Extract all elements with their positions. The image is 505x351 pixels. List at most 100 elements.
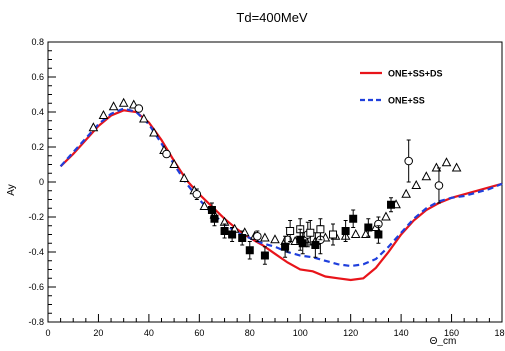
data-point-square-filled <box>210 211 219 227</box>
data-point-triangle-open <box>98 109 109 119</box>
data-point-square-filled <box>311 232 320 258</box>
data-point-triangle-open <box>421 171 432 181</box>
square-marker <box>306 228 315 237</box>
data-point-triangle-open <box>108 101 119 111</box>
filled-square-marker <box>281 242 290 251</box>
y-tick-label: 0 <box>39 177 44 187</box>
data-point-triangle-open <box>431 162 442 172</box>
triangle-marker <box>108 101 119 111</box>
x-tick-label: 100 <box>293 328 308 338</box>
data-point-triangle-open <box>381 211 391 221</box>
y-tick-label: 0.8 <box>31 37 44 47</box>
data-point-circle-open <box>253 230 262 242</box>
x-tick-label: 60 <box>194 328 204 338</box>
data-point-triangle-open <box>169 158 179 168</box>
triangle-marker <box>139 113 149 123</box>
data-point-triangle-open <box>199 200 210 210</box>
square-marker <box>286 227 295 235</box>
plot-frame <box>47 41 503 323</box>
data-point-triangle-open <box>179 172 190 182</box>
triangle-marker <box>88 122 99 132</box>
data-point-triangle-open <box>401 188 411 198</box>
filled-square-marker <box>207 206 216 214</box>
data-point-circle-open <box>134 104 144 113</box>
circle-marker <box>434 181 444 190</box>
x-tick-label: 20 <box>93 328 103 338</box>
triangle-marker <box>149 127 159 137</box>
y-tick-label: -0.2 <box>28 212 44 222</box>
x-tick-label: 0 <box>45 328 50 338</box>
data-point-triangle-open <box>451 162 462 172</box>
filled-square-marker <box>311 241 320 249</box>
data-point-square-filled <box>220 223 229 239</box>
triangle-marker <box>431 162 442 172</box>
filled-square-marker <box>220 227 229 235</box>
circle-marker <box>192 189 202 199</box>
legend-label: ONE+SS+DS <box>388 69 443 79</box>
x-axis-label: Θ_cm <box>430 336 457 346</box>
filled-square-marker <box>210 214 219 223</box>
y-tick-label: -0.8 <box>28 317 44 327</box>
data-point-square-filled <box>387 197 396 213</box>
data-point-circle-open <box>404 139 413 183</box>
x-tick-label: 160 <box>444 328 459 338</box>
filled-square-marker <box>260 251 269 260</box>
filled-square-marker <box>245 246 254 255</box>
data-point-square-filled <box>228 227 237 242</box>
filled-square-marker <box>341 227 350 235</box>
data-point-square-filled <box>298 232 307 255</box>
filled-square-marker <box>387 200 396 209</box>
triangle-marker <box>451 162 462 172</box>
data-point-square-filled <box>260 246 269 265</box>
filled-square-marker <box>298 239 307 248</box>
y-tick-label: 0.6 <box>31 72 44 82</box>
triangle-marker <box>98 109 109 119</box>
triangle-marker <box>401 188 411 198</box>
data-point-square-filled <box>364 218 373 237</box>
data-point-circle-open <box>162 149 171 159</box>
filled-square-marker <box>374 230 383 239</box>
triangle-marker <box>260 232 270 242</box>
triangle-marker <box>118 97 129 107</box>
data-point-square-filled <box>349 209 358 228</box>
data-point-triangle-open <box>270 234 280 244</box>
triangle-marker <box>179 172 190 182</box>
data-point-circle-open <box>434 167 444 204</box>
circle-marker <box>162 149 171 159</box>
x-tick-label: 140 <box>394 328 409 338</box>
triangle-marker <box>360 228 371 238</box>
y-tick-label: 0.2 <box>31 142 44 152</box>
data-point-triangle-open <box>350 228 361 238</box>
x-tick-label: 40 <box>144 328 154 338</box>
y-tick-label: -0.6 <box>28 282 44 292</box>
circle-marker <box>134 104 144 113</box>
triangle-marker <box>350 228 361 238</box>
triangle-marker <box>169 158 179 168</box>
square-marker <box>329 230 338 239</box>
data-point-square-filled <box>245 241 254 260</box>
data-point-square-filled <box>341 220 350 242</box>
filled-square-marker <box>349 214 358 223</box>
x-tick-label: 80 <box>245 328 255 338</box>
triangle-marker <box>441 157 452 167</box>
x-tick-label: 120 <box>343 328 358 338</box>
triangle-marker <box>421 171 432 181</box>
data-point-triangle-open <box>260 232 270 242</box>
data-point-square-open <box>329 223 338 246</box>
triangle-marker <box>199 200 210 210</box>
triangle-marker <box>270 234 280 244</box>
filled-square-marker <box>238 234 247 242</box>
data-point-circle-open <box>192 188 202 200</box>
x-tick-label: 180 <box>494 328 505 338</box>
data-point-triangle-open <box>149 127 159 137</box>
filled-square-marker <box>364 223 373 232</box>
data-point-square-filled <box>238 230 247 246</box>
circle-marker <box>253 231 262 241</box>
triangle-marker <box>411 179 422 189</box>
triangle-marker <box>381 211 391 221</box>
data-point-triangle-open <box>441 157 452 167</box>
data-point-square-filled <box>281 235 290 258</box>
y-tick-label: -0.4 <box>28 247 44 257</box>
